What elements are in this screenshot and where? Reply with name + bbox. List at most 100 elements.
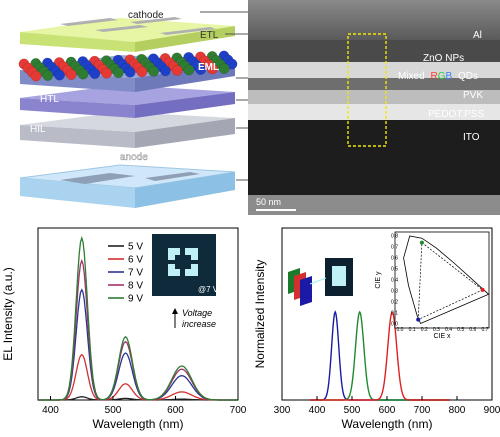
tem-label-g: G: [438, 71, 446, 82]
cathode-electrodes: [60, 17, 216, 35]
cie-x-tick-label: 0.3: [433, 327, 440, 333]
norm-x-tick-label: 700: [414, 405, 431, 416]
cie-y-tick-label: 0.0: [391, 322, 398, 328]
cie-x-tick-label: 0.6: [469, 327, 476, 333]
quantum-dot: [30, 70, 42, 82]
cie-point: [480, 287, 485, 292]
cie-y-tick-label: 0.7: [391, 245, 398, 251]
norm-x-tick-label: 300: [274, 405, 291, 416]
cie-frame: [394, 231, 490, 329]
cie-y-tick-label: 0.1: [391, 311, 398, 317]
el-legend-label: 7 V: [128, 268, 143, 279]
el-x-tick-label: 500: [105, 405, 122, 416]
quantum-dot: [207, 63, 218, 75]
layer-connector-arrows: [200, 11, 248, 181]
device-structure-svg: anode HIL HTL EML ETL: [18, 10, 248, 208]
cie-x-tick-label: 0.5: [457, 327, 464, 333]
cie-point: [416, 317, 421, 322]
norm-x-tick-label: 400: [309, 405, 326, 416]
norm-x-tick-label: 600: [379, 405, 396, 416]
el-legend-label: 6 V: [128, 255, 143, 266]
cie-y-label: CIE y: [375, 271, 382, 289]
cie-locus: [403, 235, 490, 325]
rgb-pixel-inset: [288, 258, 353, 306]
tem-label-mixed: Mixed: [398, 71, 425, 82]
el-x-axis-label: Wavelength (nm): [93, 417, 184, 431]
tem-label-al: Al: [473, 30, 482, 41]
cathode-label: cathode: [128, 10, 164, 21]
quantum-dot: [136, 66, 148, 78]
zno-layer: [248, 62, 500, 78]
el-series-line: [38, 353, 238, 401]
substrate-region: [248, 195, 500, 215]
cie-x-tick-label: 0.1: [409, 327, 416, 333]
el-legend: 5 V 6 V 7 V 8 V 9 V: [108, 242, 143, 305]
norm-x-tick-label: 800: [449, 405, 466, 416]
normalized-spectra-chart: 300 400 500 600 700 800 900 Wavelength (nm) No…: [250, 220, 500, 432]
cie-point: [419, 240, 424, 245]
cie-y-tick-label: 0.3: [391, 289, 398, 295]
el-series-line: [38, 235, 238, 401]
cie-x-tick-label: 0.2: [421, 327, 428, 333]
el-inset-label: @7 V: [198, 285, 219, 294]
tem-label-zno: ZnO NPs: [423, 53, 464, 64]
el-x-tick-label: 400: [42, 405, 59, 416]
htl-layer: [20, 85, 235, 118]
cie-y-tick-label: 0.4: [391, 278, 398, 284]
cie-inset-chart: 0.0 0.1 0.2 0.3 0.4 0.5 0.6 0.7 0.0 0.1 0.2 0.3 0.4 0…: [375, 231, 490, 340]
quantum-dot: [171, 64, 183, 76]
htl-label: HTL: [40, 94, 59, 105]
tem-label-qds: QDs: [458, 71, 478, 82]
el-series-lines: [38, 235, 238, 401]
quantum-dot: [54, 69, 65, 81]
el-spectra-svg: 400 500 600 700 Wavelength (nm) EL Intensit…: [1, 227, 247, 431]
tem-label-r: R: [430, 71, 437, 82]
el-legend-label: 5 V: [128, 242, 143, 253]
tem-label-ito: ITO: [463, 132, 480, 143]
norm-y-axis-label: Normalized Intensity: [253, 260, 267, 369]
quantum-dot: [77, 68, 89, 80]
normalized-spectra-svg: 300 400 500 600 700 800 900 Wavelength (nm) No…: [253, 227, 500, 431]
quantum-dot: [112, 67, 124, 79]
norm-x-tick-label: 500: [344, 405, 361, 416]
cie-x-tick-label: 0.0: [397, 327, 404, 333]
quantum-dot: [183, 64, 195, 76]
el-x-ticks: 400 500 600 700: [42, 396, 247, 416]
cie-y-tick-label: 0.5: [391, 267, 398, 273]
quantum-dot: [89, 68, 101, 80]
al-lower-region: [248, 40, 500, 62]
cie-x-label: CIE x: [433, 333, 451, 340]
ito-layer: [248, 120, 500, 195]
svg-text:Mixed RGB QDs: Mixed RGB QDs: [398, 71, 478, 82]
quantum-dot: [159, 65, 171, 77]
tem-cross-section-image: Al ZnO NPs Mixed RGB QDs PVK PEDOT:PSS I…: [248, 0, 500, 215]
device-structure-diagram: anode HIL HTL EML ETL: [0, 0, 248, 215]
quantum-dot-spheres: [18, 50, 238, 82]
qd-layer: [248, 78, 500, 90]
el-inset-photo: @7 V: [152, 234, 219, 296]
quantum-dot: [101, 67, 113, 79]
quantum-dot: [124, 66, 136, 78]
cie-y-tick-label: 0.8: [391, 234, 398, 240]
anode-label: anode: [120, 152, 148, 163]
hil-label: HIL: [30, 124, 46, 135]
tem-label-b: B: [445, 71, 452, 82]
norm-x-ticks: 300 400 500 600 700 800 900: [274, 396, 500, 416]
annotation-line-1: Voltage: [182, 308, 212, 318]
voltage-annotation: Voltage increase: [172, 308, 216, 329]
cie-x-tick-label: 0.7: [482, 327, 489, 333]
anode-layer: [19, 164, 236, 208]
el-x-tick-label: 600: [167, 405, 184, 416]
cie-gamut-triangle: [417, 241, 484, 321]
norm-x-axis-label: Wavelength (nm): [342, 417, 433, 431]
cie-y-tick-label: 0.6: [391, 256, 398, 262]
tem-svg: Al ZnO NPs Mixed RGB QDs PVK PEDOT:PSS I…: [248, 0, 500, 215]
pedot-layer: [248, 104, 500, 120]
scale-bar-label: 50 nm: [256, 197, 281, 207]
hil-layer: [20, 112, 235, 148]
quantum-dot: [148, 65, 160, 77]
cie-x-tick-label: 0.4: [445, 327, 452, 333]
norm-series-line: [310, 311, 450, 401]
eml-label: EML: [198, 62, 219, 73]
tem-label-pedot: PEDOT:PSS: [428, 109, 484, 120]
